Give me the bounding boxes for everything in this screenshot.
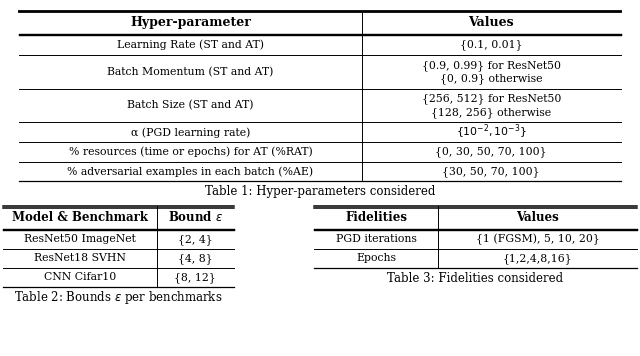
Text: Table 2: Bounds $\epsilon$ per benchmarks: Table 2: Bounds $\epsilon$ per benchmark…	[14, 289, 223, 306]
Text: CNN Cifar10: CNN Cifar10	[44, 272, 116, 282]
Text: Epochs: Epochs	[356, 253, 396, 263]
Text: {1,2,4,8,16}: {1,2,4,8,16}	[503, 253, 572, 264]
Text: {256, 512} for ResNet50
{128, 256} otherwise: {256, 512} for ResNet50 {128, 256} other…	[422, 94, 561, 117]
Text: Batch Size (ST and AT): Batch Size (ST and AT)	[127, 100, 253, 111]
Text: $\{10^{-2}, 10^{-3}\}$: $\{10^{-2}, 10^{-3}\}$	[456, 123, 527, 141]
Text: {1 (FGSM), 5, 10, 20}: {1 (FGSM), 5, 10, 20}	[476, 234, 600, 245]
Text: % resources (time or epochs) for AT (%RAT): % resources (time or epochs) for AT (%RA…	[68, 147, 312, 157]
Text: {8, 12}: {8, 12}	[174, 272, 216, 283]
Text: {30, 50, 70, 100}: {30, 50, 70, 100}	[442, 166, 540, 177]
Text: Model & Benchmark: Model & Benchmark	[12, 211, 148, 224]
Text: Hyper-parameter: Hyper-parameter	[130, 16, 251, 29]
Text: ResNet50 ImageNet: ResNet50 ImageNet	[24, 234, 136, 245]
Text: Learning Rate (ST and AT): Learning Rate (ST and AT)	[117, 40, 264, 50]
Text: {2, 4}: {2, 4}	[178, 234, 212, 245]
Text: {0.9, 0.99} for ResNet50
{0, 0.9} otherwise: {0.9, 0.99} for ResNet50 {0, 0.9} otherw…	[422, 60, 561, 84]
Text: Bound $\epsilon$: Bound $\epsilon$	[168, 210, 223, 224]
Text: Batch Momentum (ST and AT): Batch Momentum (ST and AT)	[108, 67, 273, 77]
Text: Values: Values	[468, 16, 514, 29]
Text: Table 1: Hyper-parameters considered: Table 1: Hyper-parameters considered	[205, 185, 435, 198]
Text: α (PGD learning rate): α (PGD learning rate)	[131, 127, 250, 137]
Text: Fidelities: Fidelities	[345, 211, 407, 224]
Text: {4, 8}: {4, 8}	[178, 253, 212, 264]
Text: % adversarial examples in each batch (%AE): % adversarial examples in each batch (%A…	[67, 166, 314, 177]
Text: {0.1, 0.01}: {0.1, 0.01}	[460, 40, 522, 51]
Text: PGD iterations: PGD iterations	[335, 234, 417, 245]
Text: {0, 30, 50, 70, 100}: {0, 30, 50, 70, 100}	[435, 146, 547, 157]
Text: Table 3: Fidelities considered: Table 3: Fidelities considered	[387, 272, 563, 285]
Text: Values: Values	[516, 211, 559, 224]
Text: ResNet18 SVHN: ResNet18 SVHN	[34, 253, 126, 263]
